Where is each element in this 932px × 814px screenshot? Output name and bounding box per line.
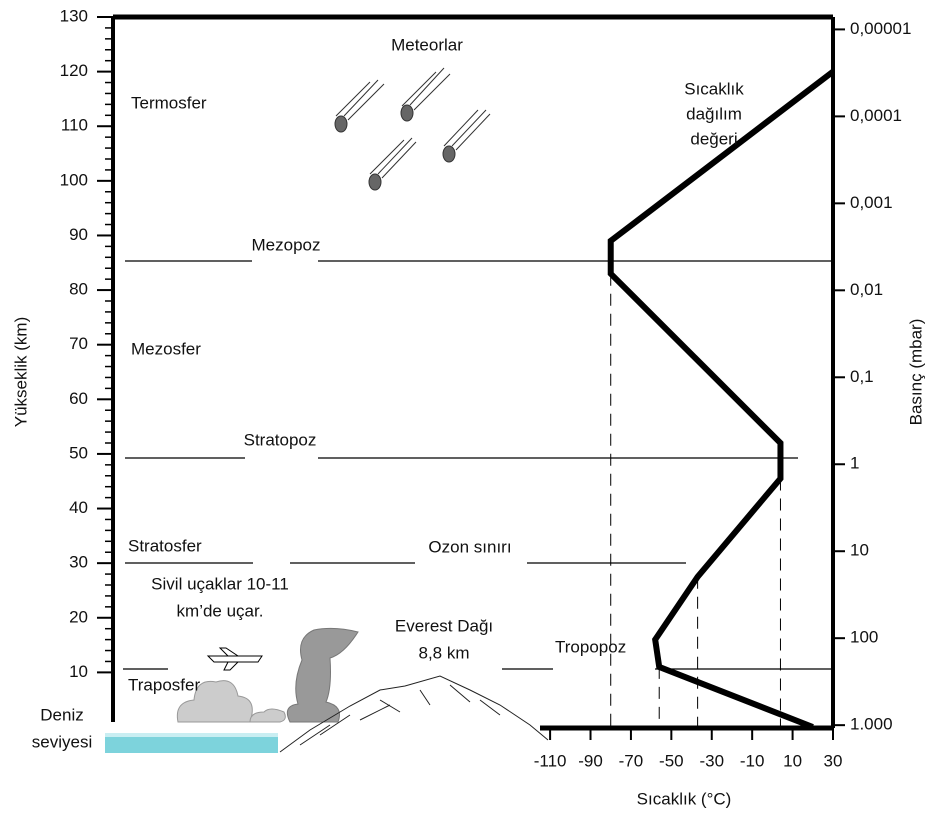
annotation: Deniz (40, 705, 83, 724)
x-tick-label: -70 (619, 751, 644, 770)
annotation: Ozon sınırı (428, 537, 511, 556)
y2-tick-label: 1 (850, 454, 859, 473)
annotation: Tropopoz (555, 637, 626, 656)
y-tick-label: 20 (69, 607, 88, 626)
annotation: Sivil uçaklar 10-11 (151, 574, 289, 593)
chart: Yükseklik (km) Basınç (mbar) Sıcaklık (°… (0, 0, 932, 814)
y2-tick-label: 0,01 (850, 280, 883, 299)
y-tick-label: 80 (69, 280, 88, 299)
clouds (177, 628, 358, 722)
y-tick-label: 90 (69, 225, 88, 244)
annotation: Stratosfer (128, 536, 202, 555)
annotation: değeri (690, 129, 737, 148)
annotation: Mezopoz (252, 235, 321, 254)
x-axis-label: Sıcaklık (°C) (637, 789, 732, 808)
x-tick-label: 10 (783, 751, 802, 770)
annotation: seviyesi (32, 732, 92, 751)
y2-tick-label: 0,0001 (850, 106, 902, 125)
annotation: Mezosfer (131, 339, 201, 358)
annotation: Stratopoz (244, 430, 317, 449)
annotation: dağılım (686, 104, 742, 123)
y-tick-label: 70 (69, 334, 88, 353)
x-tick-label: -110 (534, 751, 567, 770)
annotation: Meteorlar (391, 35, 463, 54)
x-tick-label: -10 (740, 751, 765, 770)
annotation: Termosfer (131, 93, 207, 112)
y2-axis-label: Basınç (mbar) (906, 319, 925, 426)
y2-tick-label: 10 (850, 541, 869, 560)
y2-tick-label: 0,00001 (850, 19, 911, 38)
y2-tick-label: 0,1 (850, 367, 874, 386)
y-tick-label: 100 (60, 170, 88, 189)
y-tick-label: 40 (69, 498, 88, 517)
annotation: 8,8 km (418, 643, 469, 662)
x-tick-label: -30 (699, 751, 724, 770)
y2-tick-label: 1.000 (850, 715, 893, 734)
annotation: Traposfer (128, 675, 200, 694)
y-tick-label: 130 (60, 6, 88, 25)
x-tick-label: -90 (578, 751, 603, 770)
annotation: Everest Dağı (395, 616, 493, 635)
x-tick-label: 30 (824, 751, 843, 770)
y-tick-label: 50 (69, 443, 88, 462)
y2-tick-label: 100 (850, 628, 878, 647)
sea-foam (105, 733, 278, 737)
y2-tick-label: 0,001 (850, 193, 893, 212)
y-tick-label: 30 (69, 553, 88, 572)
airplane (208, 648, 262, 670)
meteors (335, 68, 490, 190)
y-tick-label: 110 (61, 116, 88, 135)
annotation: Sıcaklık (684, 79, 744, 98)
x-tick-label: -50 (659, 751, 684, 770)
y-tick-label: 120 (60, 61, 88, 80)
y-axis-label: Yükseklik (km) (11, 317, 30, 428)
temperature-line (611, 72, 833, 727)
y-tick-label: 60 (69, 389, 88, 408)
y-tick-label: 10 (69, 662, 88, 681)
annotation: km’de uçar. (177, 601, 264, 620)
